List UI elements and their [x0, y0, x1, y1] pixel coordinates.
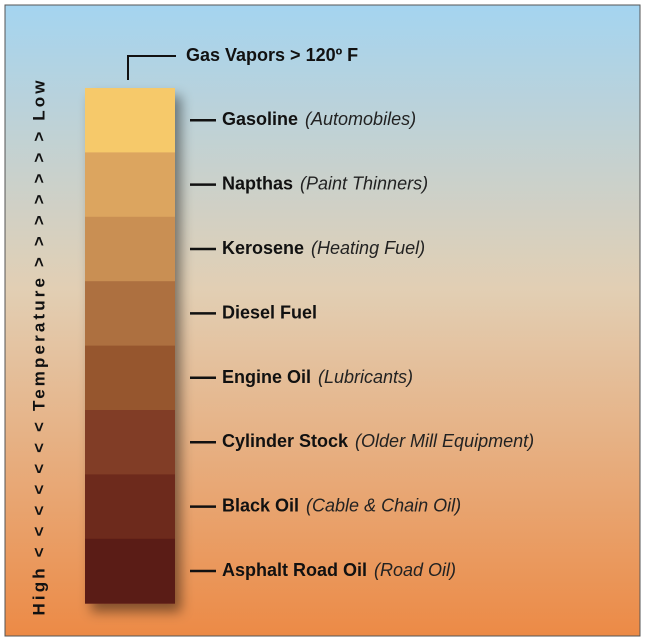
fraction-use: (Cable & Chain Oil) [306, 495, 461, 515]
fraction-use: (Paint Thinners) [300, 173, 428, 193]
band [85, 410, 175, 475]
fraction-label: Gasoline (Automobiles) [222, 109, 416, 129]
fraction-label: Kerosene (Heating Fuel) [222, 238, 425, 258]
band [85, 281, 175, 347]
fraction-use: (Older Mill Equipment) [355, 431, 534, 451]
fraction-label: Engine Oil (Lubricants) [222, 367, 413, 387]
column [85, 88, 175, 604]
fraction-name: Gasoline [222, 109, 298, 129]
fraction-label: Black Oil (Cable & Chain Oil) [222, 495, 461, 515]
fraction-use: (Road Oil) [374, 560, 456, 580]
band [85, 88, 175, 153]
band [85, 216, 175, 282]
bracket [127, 55, 176, 80]
fraction-name: Black Oil [222, 495, 299, 515]
band [85, 345, 175, 411]
band [85, 474, 175, 540]
band [85, 152, 175, 218]
fraction-label: Cylinder Stock (Older Mill Equipment) [222, 431, 534, 451]
fraction-name: Engine Oil [222, 367, 311, 387]
fraction-name: Napthas [222, 173, 293, 193]
fraction-name: Cylinder Stock [222, 431, 349, 451]
top-label: Gas Vapors > 120º F [186, 45, 358, 65]
fraction-use: (Heating Fuel) [311, 238, 425, 258]
fraction-label: Asphalt Road Oil (Road Oil) [222, 560, 456, 580]
fraction-name: Asphalt Road Oil [222, 560, 367, 580]
fraction-use: (Lubricants) [318, 367, 413, 387]
fraction-name: Kerosene [222, 238, 304, 258]
axis-label: High < < < < < < < Temperature > > > > >… [29, 80, 48, 616]
band [85, 538, 175, 604]
fraction-label: Diesel Fuel [222, 302, 317, 322]
fraction-label: Napthas (Paint Thinners) [222, 173, 428, 193]
fraction-use: (Automobiles) [305, 109, 416, 129]
fraction-name: Diesel Fuel [222, 302, 317, 322]
